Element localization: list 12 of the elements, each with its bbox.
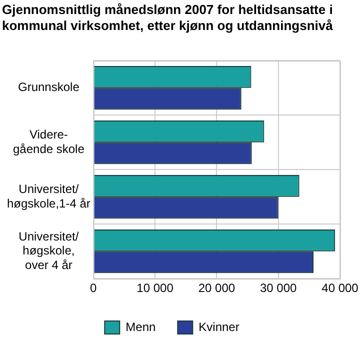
- x-tick-label: 0: [90, 281, 98, 296]
- x-tick-label: 40 000: [322, 281, 359, 296]
- y-tick-label: Grunnskole: [18, 80, 80, 94]
- y-tick-label: Universitet/ høgskole,1-4 år: [7, 182, 90, 210]
- x-tick-label: 10 000: [136, 281, 174, 296]
- legend-label: Kvinner: [198, 320, 240, 334]
- legend-label: Menn: [126, 320, 156, 334]
- x-tick-label: 30 000: [260, 281, 298, 296]
- chart-title: Gjennomsnittlig månedslønn 2007 for heltidsansatte i kommunal virksomhet, etter kjønn og utdanningsnivå: [2, 2, 334, 35]
- x-tick-label: 20 000: [198, 281, 236, 296]
- y-tick-label: Videre- gående skole: [12, 127, 85, 156]
- y-tick-label: Universitet/ høgskole, over 4 år: [18, 229, 80, 272]
